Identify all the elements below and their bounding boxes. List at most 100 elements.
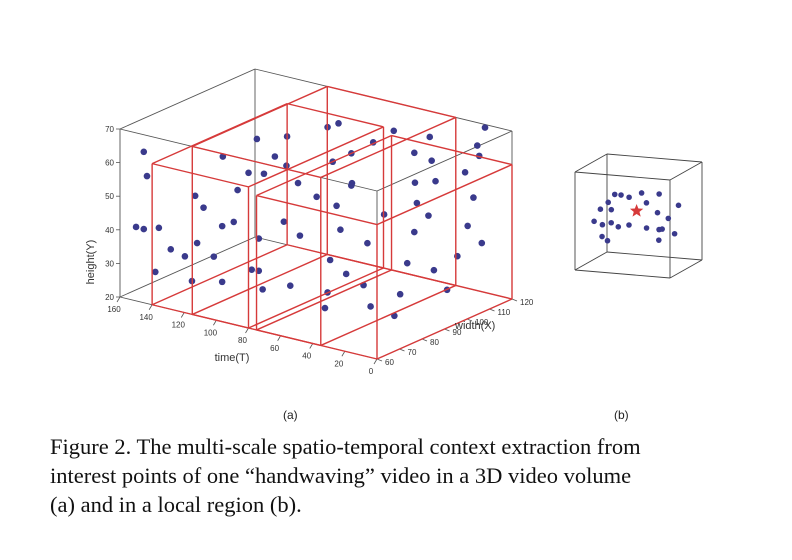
data-point — [656, 237, 662, 243]
context-box-edge — [376, 163, 513, 226]
z-tick-label: 120 — [520, 298, 534, 307]
data-point — [481, 124, 489, 131]
data-point — [470, 194, 477, 201]
z-tick-label: 80 — [430, 338, 439, 347]
y-tick-label: 20 — [105, 293, 114, 302]
data-point — [618, 192, 624, 198]
data-point — [193, 239, 201, 247]
data-point — [411, 228, 418, 236]
x-tick-label: 0 — [369, 367, 374, 376]
figure-a-red-boxes — [151, 85, 513, 360]
data-point — [604, 237, 611, 244]
figure-a-ylabel: height(Y) — [85, 240, 97, 285]
data-point — [411, 149, 418, 157]
caption-line-3: (a) and in a local region (b). — [50, 492, 302, 517]
z-tick-label: 90 — [453, 328, 462, 337]
data-point — [432, 177, 439, 185]
cube-edge — [574, 171, 671, 181]
data-point — [608, 206, 615, 213]
context-box-edge — [191, 85, 328, 148]
x-tick-mark — [213, 320, 217, 326]
context-box-edge — [192, 145, 321, 179]
data-point — [605, 199, 611, 206]
x-tick-mark — [148, 304, 153, 310]
z-tick-mark — [511, 298, 518, 302]
data-point — [286, 282, 294, 289]
context-box-edge — [256, 329, 378, 360]
y-tick-label: 60 — [105, 159, 114, 168]
context-box-edge — [256, 134, 392, 197]
data-point — [280, 218, 288, 225]
z-tick-label: 60 — [385, 358, 394, 367]
data-point — [294, 179, 302, 187]
figure-a-label: (a) — [283, 408, 298, 422]
star-marker — [629, 203, 644, 217]
data-point — [425, 212, 432, 219]
data-point — [200, 204, 207, 211]
z-tick-label: 70 — [408, 348, 417, 357]
figure-b-center-star — [629, 203, 644, 217]
data-point — [364, 239, 371, 247]
axis-edge — [119, 236, 256, 298]
data-point — [245, 169, 252, 177]
data-point — [234, 186, 241, 194]
data-point — [659, 226, 665, 232]
context-box-edge — [151, 244, 288, 306]
x-tick-label: 120 — [172, 321, 186, 330]
figure-b-label: (b) — [614, 408, 629, 422]
data-point — [155, 224, 163, 232]
data-point — [599, 221, 606, 228]
x-tick-label: 140 — [139, 313, 153, 322]
data-point — [396, 290, 404, 298]
data-point — [140, 148, 148, 156]
y-tick-label: 30 — [105, 259, 114, 268]
data-point — [259, 286, 266, 293]
y-tick-label: 50 — [105, 192, 114, 201]
data-point — [152, 268, 159, 276]
data-point — [271, 153, 279, 160]
cube-edge — [574, 153, 608, 173]
context-box-edge — [248, 126, 384, 188]
x-tick-label: 20 — [334, 359, 343, 368]
data-point — [599, 233, 605, 240]
data-point — [591, 218, 597, 225]
x-tick-mark — [245, 327, 249, 334]
z-tick-label: 110 — [498, 308, 511, 317]
data-point — [478, 239, 486, 247]
data-point — [390, 127, 398, 135]
context-box-edge — [327, 85, 456, 119]
data-point — [671, 230, 678, 237]
cube-edge — [606, 251, 703, 261]
x-tick-mark — [373, 358, 378, 365]
context-box-edge — [320, 116, 457, 179]
data-point — [333, 202, 340, 210]
cube-edge — [574, 269, 671, 279]
data-point — [675, 202, 682, 209]
data-point — [230, 218, 238, 226]
z-tick-label: 100 — [475, 318, 489, 327]
data-point — [597, 206, 604, 212]
data-point — [348, 182, 355, 189]
x-tick-label: 60 — [270, 344, 279, 353]
data-point — [643, 225, 650, 231]
caption-line-1: Figure 2. The multi-scale spatio-tempora… — [50, 434, 641, 459]
context-box-edge — [151, 162, 249, 188]
data-point — [428, 157, 435, 164]
data-point — [321, 304, 329, 312]
context-box-edge — [248, 267, 384, 329]
data-point — [638, 190, 645, 196]
data-point — [656, 191, 662, 197]
data-point — [342, 270, 350, 278]
axis-edge — [376, 130, 513, 192]
data-point — [253, 135, 261, 143]
x-tick-label: 40 — [302, 352, 311, 361]
data-point — [665, 215, 672, 222]
data-point — [615, 224, 622, 230]
data-point — [611, 191, 618, 198]
data-point — [626, 194, 632, 201]
data-point — [608, 219, 614, 226]
data-point — [461, 169, 469, 176]
data-point — [367, 303, 374, 310]
x-tick-mark — [309, 343, 314, 349]
